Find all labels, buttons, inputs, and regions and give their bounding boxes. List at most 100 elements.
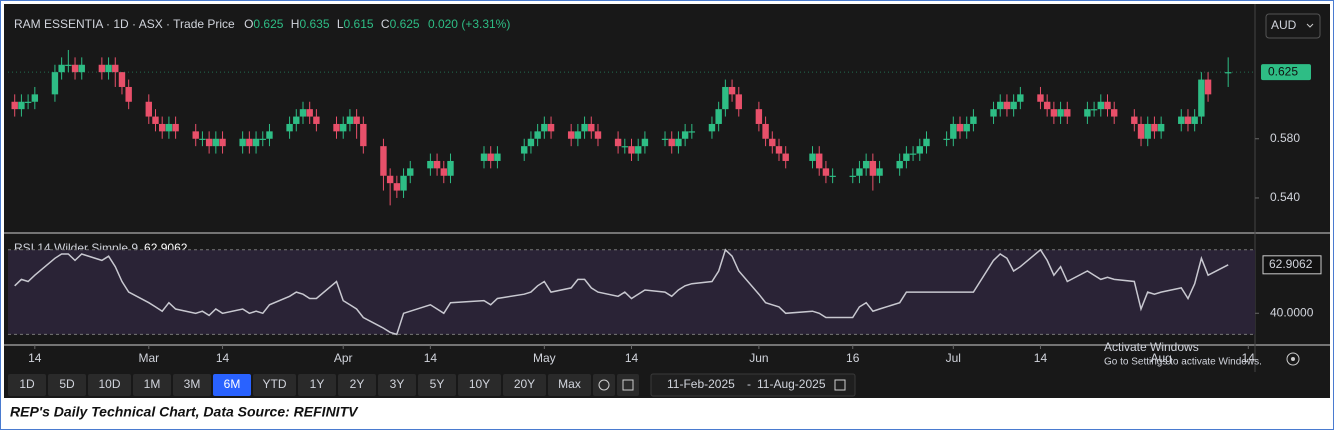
candle-body (762, 123, 769, 139)
range-button[interactable] (213, 374, 251, 396)
range-label[interactable]: 20Y (514, 377, 535, 391)
candle-body (145, 101, 152, 117)
date-from: 11-Feb-2025 (667, 377, 735, 391)
range-button[interactable] (503, 374, 546, 396)
candle-body (400, 175, 407, 191)
range-button[interactable] (48, 374, 86, 396)
date-to: 11-Aug-2025 (757, 377, 826, 391)
date-sep: - (747, 377, 751, 391)
ohlc-value: 0.625 (253, 17, 283, 31)
candle-body (11, 101, 18, 110)
gear-icon (598, 379, 610, 391)
y-tick-label: 0.540 (1270, 190, 1300, 204)
range-label[interactable]: 1Y (310, 377, 325, 391)
range-button[interactable] (458, 374, 501, 396)
candle-body (112, 64, 119, 73)
ohlc-value: 0.625 (390, 17, 420, 31)
candle-body (708, 123, 716, 132)
range-button[interactable] (88, 374, 131, 396)
settings-icon[interactable] (1286, 352, 1300, 366)
caption: REP's Daily Technical Chart, Data Source… (10, 404, 359, 420)
candle-body (534, 131, 541, 139)
candle-body (51, 72, 59, 95)
range-button[interactable] (253, 374, 296, 396)
candle-body (621, 146, 628, 148)
range-label[interactable]: Max (558, 377, 581, 391)
range-button[interactable] (378, 374, 416, 396)
range-label[interactable]: 3Y (390, 377, 405, 391)
range-label[interactable]: 1M (144, 377, 161, 391)
ohlc-letter: C (381, 17, 390, 31)
ohlc-value: 0.635 (299, 17, 329, 31)
range-label[interactable]: 10D (98, 377, 120, 391)
candle-body (628, 146, 635, 154)
candle-body (71, 64, 79, 73)
range-button[interactable] (548, 374, 591, 396)
candle-body (252, 138, 260, 147)
candle-body (722, 86, 729, 110)
candle-body (521, 146, 528, 154)
candle-body (58, 64, 65, 73)
candle-body (105, 64, 112, 73)
settings-icon-dot (1291, 357, 1295, 361)
range-button[interactable] (338, 374, 376, 396)
range-button[interactable] (8, 374, 46, 396)
candle-body (192, 131, 199, 139)
candle-body (427, 160, 434, 169)
range-label[interactable]: 10Y (469, 377, 490, 391)
x-tick-label: Jun (749, 351, 768, 365)
x-tick-label: 14 (1034, 351, 1048, 365)
currency[interactable]: AUD (1271, 18, 1297, 32)
candle-body (313, 116, 320, 124)
y-tick-label: 0.580 (1270, 131, 1300, 145)
range-label[interactable]: 3M (184, 377, 201, 391)
range-button[interactable] (418, 374, 456, 396)
range-button[interactable] (133, 374, 171, 396)
x-tick-label: Jul (946, 351, 961, 365)
candle-body (78, 64, 85, 73)
last-price: 0.625 (1268, 64, 1298, 78)
range-button[interactable] (173, 374, 211, 396)
range-label[interactable]: 2Y (350, 377, 365, 391)
date-range[interactable] (650, 373, 856, 397)
candle-body (1111, 109, 1118, 117)
candle-body (1178, 116, 1185, 124)
x-tick-label: 14 (216, 351, 230, 365)
candle-body (896, 160, 903, 169)
candle-body (862, 160, 870, 169)
range-label[interactable]: 5D (59, 377, 75, 391)
ohlc-letter: H (291, 17, 300, 31)
candle-body (547, 123, 555, 132)
candle-body (1191, 116, 1198, 124)
range-button[interactable] (298, 374, 336, 396)
candle-body (755, 109, 763, 124)
candle-body (635, 146, 642, 154)
ohlc-letter: L (337, 17, 344, 31)
candle-body (380, 146, 387, 176)
settings-button[interactable] (593, 374, 615, 396)
candle-body (588, 123, 595, 132)
candle-body (1184, 116, 1192, 124)
range-label[interactable]: 6M (224, 377, 241, 391)
candle-body (1104, 101, 1111, 110)
candle-body (152, 116, 159, 124)
candle-body (909, 153, 917, 155)
candle-body (1064, 109, 1071, 117)
range-label[interactable]: YTD (263, 377, 287, 391)
currency-dropdown[interactable] (1265, 13, 1321, 39)
range-label[interactable]: 5Y (430, 377, 445, 391)
candle-body (581, 123, 588, 132)
change: 0.020 (+3.31%) (428, 17, 510, 31)
candle-body (661, 138, 669, 140)
candle-body (205, 138, 213, 147)
x-tick-label: May (533, 351, 556, 365)
candle-body (970, 116, 977, 124)
candle-body (614, 138, 622, 147)
candle-body (360, 123, 367, 147)
candle-body (165, 123, 173, 132)
range-label[interactable]: 1D (19, 377, 35, 391)
table-button[interactable] (617, 374, 639, 396)
candle-body (688, 131, 696, 133)
candle-body (393, 183, 401, 191)
candle-body (158, 123, 166, 132)
